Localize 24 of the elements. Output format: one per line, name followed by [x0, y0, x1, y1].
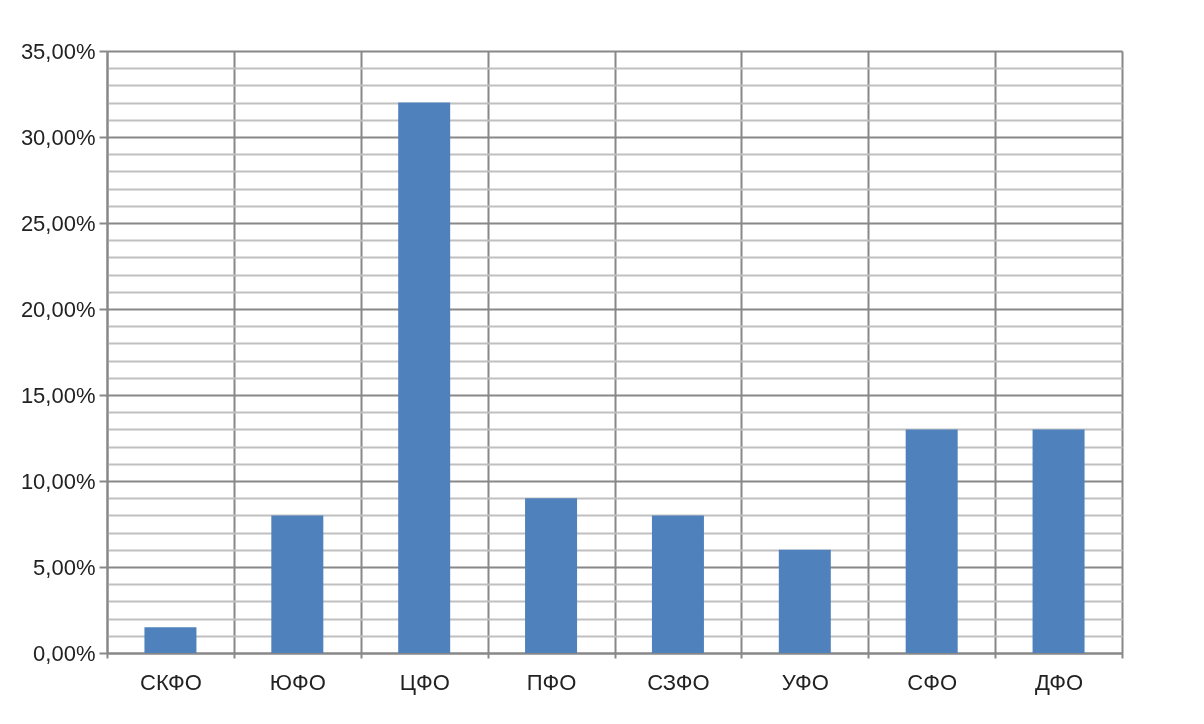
- y-tick-label: 20,00%: [20, 296, 96, 322]
- bar: [778, 549, 831, 653]
- bar: [651, 515, 704, 653]
- x-tick-label: ЮФО: [269, 669, 326, 695]
- bar: [525, 498, 578, 653]
- x-tick-label: ДФО: [1034, 669, 1084, 695]
- bar: [271, 515, 324, 653]
- bar: [1032, 429, 1085, 653]
- bar: [144, 627, 197, 653]
- bar: [398, 102, 451, 653]
- x-tick-label: ЦФО: [399, 669, 450, 695]
- y-tick-label: 25,00%: [20, 210, 96, 236]
- x-tick-label: УФО: [781, 669, 829, 695]
- y-tick-label: 5,00%: [33, 554, 96, 580]
- y-tick-label: 10,00%: [20, 468, 96, 494]
- y-tick-label: 15,00%: [20, 382, 96, 408]
- x-tick-label: ПФО: [526, 669, 577, 695]
- y-tick-label: 0,00%: [33, 640, 96, 666]
- x-tick-label: СФО: [907, 669, 958, 695]
- bar: [905, 429, 958, 653]
- x-tick-label: СЗФО: [647, 669, 710, 695]
- y-tick-label: 30,00%: [20, 124, 96, 150]
- y-tick-label: 35,00%: [20, 38, 96, 64]
- x-tick-label: СКФО: [140, 669, 202, 695]
